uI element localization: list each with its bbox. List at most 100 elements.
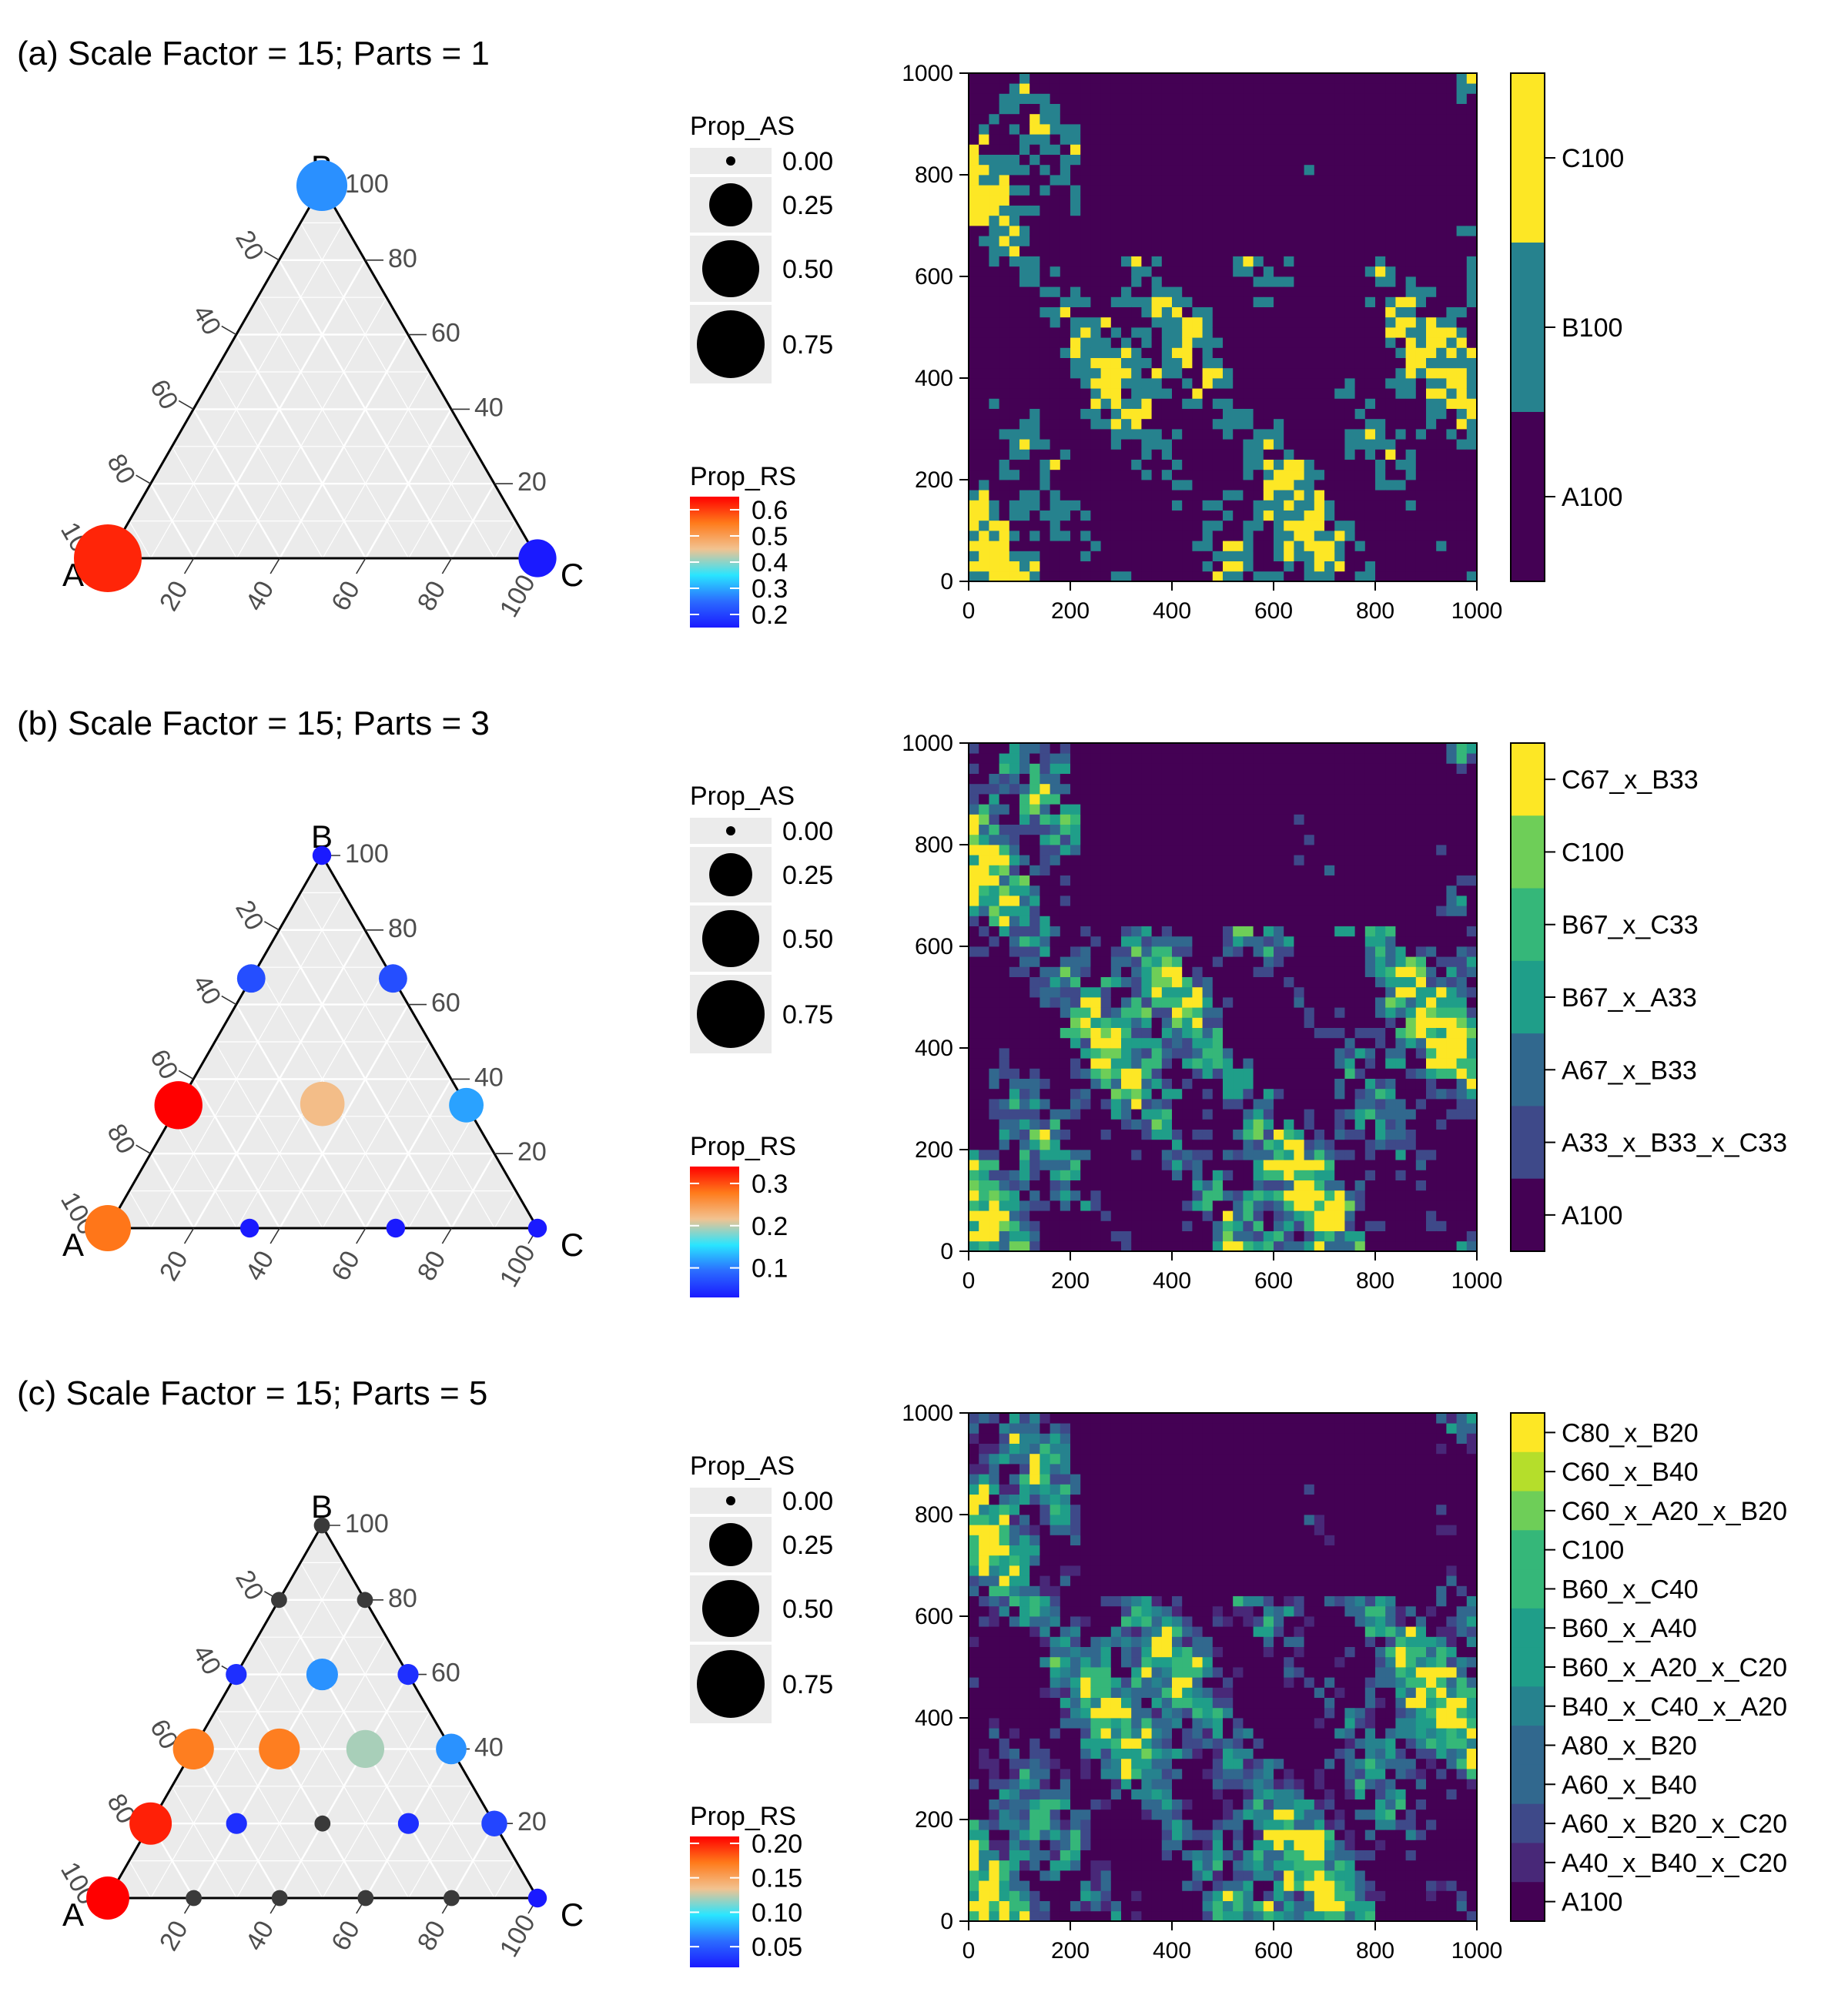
heatmap-cell [1050, 571, 1061, 582]
heatmap-cell [1029, 1088, 1040, 1100]
heatmap-cell [1110, 83, 1122, 94]
heatmap-cell [1212, 459, 1224, 470]
heatmap-cell [1192, 378, 1203, 389]
heatmap-cell [1233, 804, 1244, 815]
heatmap-cell [979, 783, 989, 795]
heatmap-cell [1263, 205, 1274, 216]
heatmap-cell [979, 1200, 989, 1211]
heatmap-cell [1070, 418, 1081, 430]
heatmap-cell [1060, 408, 1071, 420]
heatmap-cell [1253, 316, 1264, 328]
heatmap-cell [1334, 1027, 1345, 1039]
heatmap-cell [1182, 814, 1193, 825]
heatmap-cell [1263, 175, 1274, 186]
heatmap-cell [1274, 946, 1284, 957]
heatmap-cell [1070, 824, 1081, 835]
heatmap-cell [1274, 1017, 1284, 1028]
heatmap-cell [969, 327, 979, 338]
heatmap-cell [1243, 1230, 1254, 1242]
heatmap-cell [1274, 531, 1284, 541]
heatmap-cell [1375, 561, 1386, 572]
heatmap-cell [1294, 134, 1304, 145]
heatmap-cell [1182, 215, 1193, 226]
heatmap-cell [1314, 794, 1325, 805]
heatmap-cell [1131, 459, 1142, 470]
heatmap-cell [1131, 1139, 1142, 1150]
y-tick-label: 0 [940, 569, 953, 594]
heatmap-cell [1182, 561, 1193, 572]
heatmap-cell [1060, 357, 1071, 369]
heatmap-cell [1192, 1017, 1203, 1028]
heatmap-cell [1182, 398, 1193, 409]
heatmap-cell [1131, 1240, 1142, 1252]
heatmap-cell [1274, 956, 1284, 967]
heatmap-cell [1466, 83, 1478, 94]
heatmap-cell [979, 1139, 989, 1150]
heatmap-cell [1141, 347, 1152, 358]
heatmap-cell [969, 1240, 979, 1252]
heatmap-cell [1131, 1007, 1142, 1018]
heatmap-cell [1223, 408, 1234, 420]
heatmap-cell [1385, 753, 1396, 764]
heatmap-cell [1223, 946, 1234, 957]
heatmap-cell [1233, 398, 1244, 409]
heatmap-cell [1304, 1007, 1315, 1018]
heatmap-cell [1029, 875, 1040, 886]
heatmap-cell [1212, 1190, 1224, 1201]
heatmap-cell [1182, 966, 1193, 977]
tick-label-bottom: 20 [154, 576, 194, 616]
heatmap-cell [1192, 144, 1203, 155]
heatmap-cell [1253, 1048, 1264, 1059]
legend-title: Prop_RS [690, 462, 796, 491]
heatmap-cell [1110, 541, 1122, 551]
heatmap-cell [1395, 246, 1406, 256]
heatmap-cell [1344, 865, 1355, 875]
heatmap-cell [1172, 347, 1183, 358]
heatmap-cell [1324, 1139, 1335, 1150]
heatmap-cell [1131, 164, 1142, 176]
heatmap-cell [1060, 956, 1071, 967]
heatmap-cell [1405, 916, 1417, 926]
heatmap-cell [1274, 1170, 1284, 1180]
heatmap-cell [1314, 205, 1325, 216]
heatmap-cell [1080, 1088, 1091, 1100]
heatmap-cell [999, 398, 1010, 409]
heatmap-cell [1314, 175, 1325, 186]
heatmap-cell [1375, 885, 1386, 896]
heatmap-cell [1253, 916, 1264, 926]
heatmap-cell [1009, 1180, 1020, 1191]
heatmap-cell [1172, 531, 1183, 541]
heatmap-cell [1385, 1200, 1396, 1211]
heatmap-cell [1354, 1058, 1366, 1069]
heatmap-cell [989, 480, 999, 490]
heatmap-cell [1274, 296, 1284, 307]
heatmap-cell [1172, 1129, 1183, 1140]
heatmap-cell [1274, 73, 1284, 84]
heatmap-cell [1344, 997, 1355, 1008]
heatmap-cell [1080, 1139, 1091, 1150]
heatmap-cell [1110, 966, 1122, 977]
heatmap-cell [1070, 103, 1081, 115]
heatmap-cell [1050, 936, 1061, 947]
heatmap-cell [1375, 946, 1386, 957]
heatmap-cell [1172, 885, 1183, 896]
heatmap-cell [969, 906, 979, 916]
heatmap-cell [1294, 226, 1304, 236]
heatmap-cell [989, 1119, 999, 1130]
heatmap-cell [1110, 1037, 1122, 1049]
heatmap-cell [1060, 439, 1071, 450]
heatmap-cell [1029, 834, 1040, 845]
heatmap-cell [1050, 814, 1061, 825]
heatmap-cell [1314, 347, 1325, 358]
heatmap-cell [1131, 997, 1142, 1008]
heatmap-cell [1385, 73, 1396, 84]
heatmap-cell [1324, 266, 1335, 277]
heatmap-cell [1029, 286, 1040, 297]
heatmap-cell [1009, 804, 1020, 815]
heatmap-cell [1009, 1078, 1020, 1090]
heatmap-cell [1019, 783, 1030, 795]
heatmap-cell [969, 743, 979, 754]
heatmap-cell [1405, 480, 1417, 490]
heatmap-cell [979, 1058, 989, 1069]
heatmap-cell [1212, 896, 1224, 906]
